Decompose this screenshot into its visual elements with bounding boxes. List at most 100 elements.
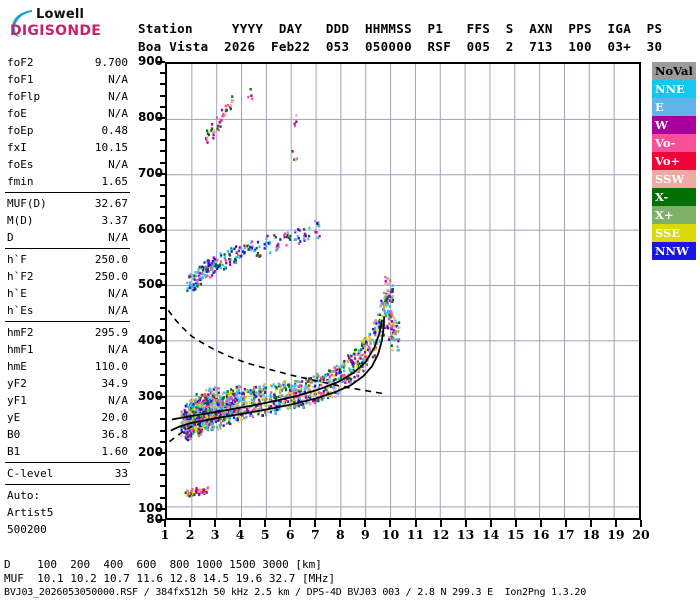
y-tick (160, 83, 165, 86)
param-value: N/A (108, 73, 128, 86)
param-row: hmF2 295.9 (5, 324, 130, 341)
legend-item-ssw[interactable]: SSW (652, 170, 696, 188)
x-axis-tick-label: 18 (582, 527, 600, 542)
x-tick (189, 520, 192, 527)
legend-item-vo-[interactable]: Vo- (652, 134, 696, 152)
x-axis-tick-label: 15 (507, 527, 525, 542)
param-row: foF2 9.700 (5, 54, 130, 71)
param-divider (5, 462, 130, 463)
param-row: hmF1 N/A (5, 341, 130, 358)
x-axis-tick-label: 11 (406, 527, 425, 542)
footer-distance-row: D 100 200 400 600 800 1000 1500 3000 [km… (4, 558, 322, 571)
y-tick (160, 329, 165, 332)
x-tick (514, 520, 517, 527)
param-value: 32.67 (94, 197, 128, 210)
legend-item-e[interactable]: E (652, 98, 696, 116)
param-row: foEp 0.48 (5, 122, 130, 139)
x-axis-tick-label: 13 (456, 527, 475, 542)
y-tick (160, 217, 165, 220)
y-axis-tick-label: 600 (137, 221, 163, 236)
param-value: 34.9 (101, 377, 129, 390)
legend-item-vo-[interactable]: Vo+ (652, 152, 696, 170)
param-key: foFlp (7, 90, 41, 103)
legend-item-nnw[interactable]: NNW (652, 242, 696, 260)
scatter-series (180, 275, 401, 442)
legend-item-noval[interactable]: NoVal (652, 62, 696, 80)
autoscale-line: Auto: (7, 489, 41, 502)
param-row: B0 36.8 (5, 426, 130, 443)
footer-info: D 100 200 400 600 800 1000 1500 3000 [km… (4, 558, 700, 600)
x-axis-tick-label: 5 (260, 527, 270, 542)
ionogram-plot-area[interactable] (165, 62, 641, 520)
x-tick (640, 520, 642, 527)
legend-item-label: SSE (655, 226, 681, 240)
legend-item-nne[interactable]: NNE (652, 80, 696, 98)
param-value: 9.700 (94, 56, 128, 69)
x-axis-tick-label: 2 (185, 527, 195, 542)
param-row: yE 20.0 (5, 409, 130, 426)
param-row: foEs N/A (5, 156, 130, 173)
y-axis-tick-label: 400 (137, 333, 163, 348)
y-tick (160, 195, 165, 198)
legend-item-w[interactable]: W (652, 116, 696, 134)
param-value: N/A (108, 107, 128, 120)
scaled-profile-curve (170, 316, 386, 432)
y-axis-tick-label: 800 (137, 109, 163, 124)
param-row: h`F2 250.0 (5, 268, 130, 285)
logo-brand-top: Lowell (36, 7, 85, 22)
x-tick (389, 520, 392, 527)
param-row: fmin 1.65 (5, 173, 130, 190)
y-tick (160, 317, 165, 320)
y-tick (157, 519, 165, 521)
x-axis-tick-label: 19 (607, 527, 625, 542)
x-axis-tick-label: 14 (481, 527, 500, 542)
param-row: B1 1.60 (5, 443, 130, 460)
legend-item-label: SSW (655, 172, 685, 186)
legend-item-label: NNE (655, 82, 685, 96)
y-axis-tick-label: 100 (137, 500, 163, 515)
x-axis-tick-label: 17 (557, 527, 575, 542)
legend-item-sse[interactable]: SSE (652, 224, 696, 242)
x-tick (314, 520, 317, 527)
y-tick (160, 295, 165, 298)
x-tick (539, 520, 542, 527)
polarization-direction-legend[interactable]: NoVal NNE E W Vo- Vo+ SSW X- X+ SSE NNW (652, 62, 696, 260)
y-tick (157, 507, 165, 510)
legend-item-label: NoVal (655, 64, 693, 78)
param-key: yF1 (7, 394, 27, 407)
param-value: 250.0 (94, 270, 128, 283)
x-tick (464, 520, 467, 527)
param-key: foEp (7, 124, 34, 137)
param-key: foF1 (7, 73, 34, 86)
muf-dashed-curve (167, 309, 386, 395)
x-tick (239, 520, 242, 527)
legend-item-x-[interactable]: X- (652, 188, 696, 206)
y-axis-tick-label: 200 (137, 444, 163, 459)
param-row: h`E N/A (5, 285, 130, 302)
y-tick (160, 139, 165, 142)
legend-item-label: X+ (655, 208, 674, 222)
param-value: 250.0 (94, 253, 128, 266)
param-value: N/A (108, 90, 128, 103)
param-divider (5, 192, 130, 193)
param-key: foEs (7, 158, 34, 171)
x-tick (414, 520, 417, 527)
y-axis-tick-label: 300 (137, 389, 163, 404)
param-value: 33 (114, 467, 128, 480)
y-tick (160, 384, 165, 387)
param-row: C-level 33 (5, 465, 130, 482)
param-value: N/A (108, 158, 128, 171)
ionogram-canvas (167, 64, 639, 518)
y-tick (160, 239, 165, 242)
param-value: 295.9 (94, 326, 128, 339)
y-tick (160, 250, 165, 253)
logo-arc-icon (11, 10, 32, 37)
y-tick (160, 418, 165, 421)
y-tick (157, 284, 165, 287)
legend-item-x-[interactable]: X+ (652, 206, 696, 224)
param-value: 36.8 (101, 428, 129, 441)
param-value: 110.0 (94, 360, 128, 373)
scatter-series (186, 219, 321, 292)
param-key: C-level (7, 467, 54, 480)
scatter-series (184, 486, 209, 498)
